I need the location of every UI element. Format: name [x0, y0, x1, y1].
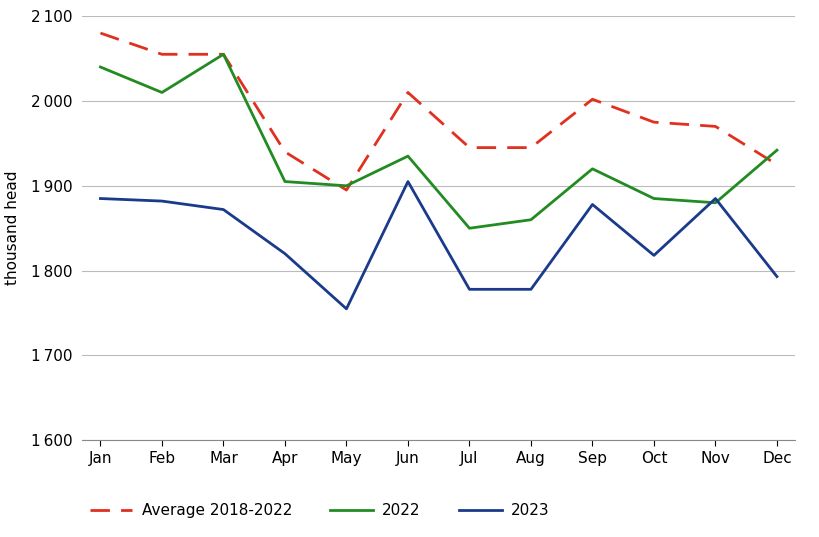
2023 — [95, 195, 105, 202]
2022 — [95, 64, 105, 70]
2023 — [218, 206, 228, 213]
Average 2018-2022 — [279, 149, 290, 155]
Average 2018-2022 — [464, 144, 473, 151]
2022 — [771, 147, 781, 154]
Average 2018-2022 — [771, 161, 781, 168]
2022 — [586, 165, 596, 172]
2022 — [464, 225, 473, 231]
2022 — [709, 200, 719, 206]
Average 2018-2022 — [218, 51, 228, 57]
Average 2018-2022 — [586, 96, 596, 103]
2022 — [525, 216, 535, 223]
Average 2018-2022 — [709, 123, 719, 129]
Average 2018-2022 — [403, 89, 412, 96]
2023 — [157, 198, 167, 204]
Average 2018-2022 — [648, 119, 658, 126]
Line: 2022: 2022 — [101, 54, 776, 228]
2023 — [648, 252, 658, 259]
2022 — [218, 51, 228, 57]
Average 2018-2022 — [157, 51, 167, 57]
2023 — [464, 286, 473, 293]
2023 — [709, 195, 719, 202]
Average 2018-2022 — [525, 144, 535, 151]
Line: Average 2018-2022: Average 2018-2022 — [101, 33, 776, 190]
2022 — [341, 183, 351, 189]
2023 — [279, 250, 290, 257]
2023 — [586, 201, 596, 208]
Average 2018-2022 — [341, 187, 351, 193]
2022 — [279, 178, 290, 185]
Legend: Average 2018-2022, 2022, 2023: Average 2018-2022, 2022, 2023 — [89, 503, 549, 518]
2023 — [525, 286, 535, 293]
2022 — [403, 153, 412, 159]
2023 — [403, 178, 412, 185]
2023 — [771, 273, 781, 280]
2022 — [648, 195, 658, 202]
2023 — [341, 306, 351, 312]
Average 2018-2022 — [95, 30, 105, 37]
2022 — [157, 89, 167, 96]
Y-axis label: thousand head: thousand head — [5, 171, 20, 286]
Line: 2023: 2023 — [101, 182, 776, 309]
